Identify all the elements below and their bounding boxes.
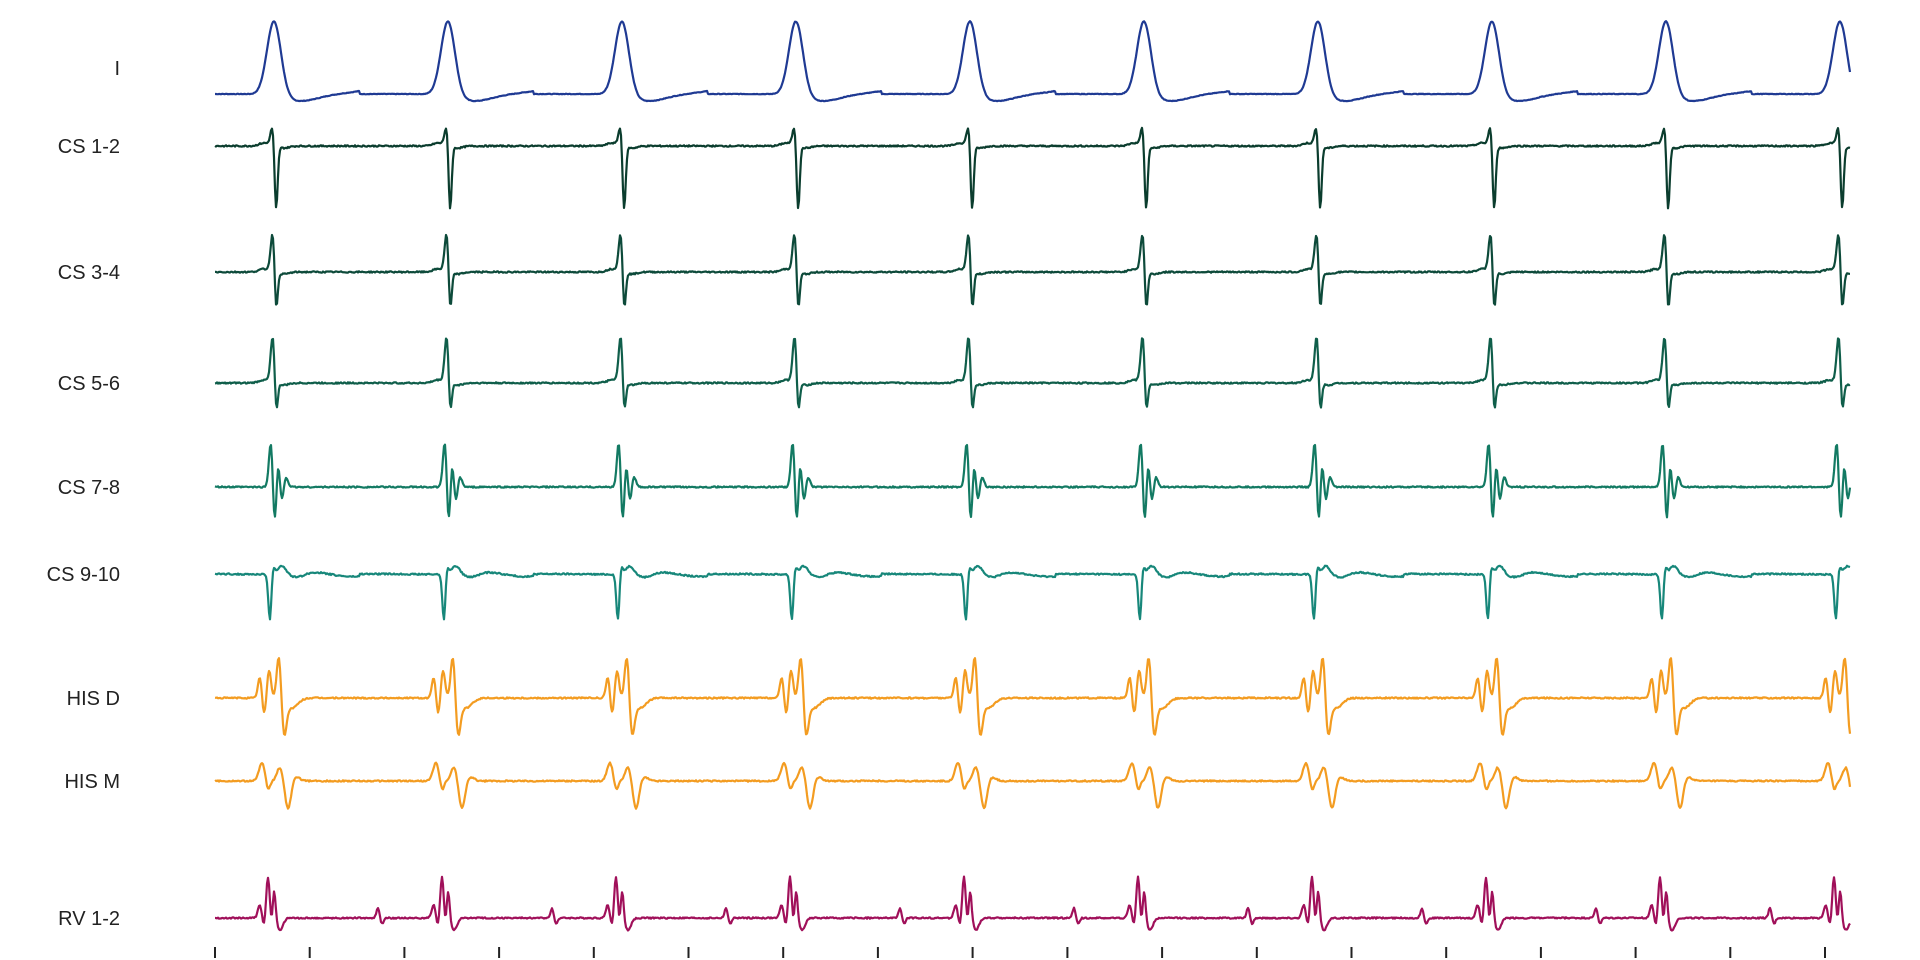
time-axis [214, 947, 1826, 958]
channel-label: I [114, 58, 120, 80]
channel-label: RV 1-2 [58, 908, 120, 930]
trace-his-d [214, 657, 1852, 736]
trace-cs-7-8 [214, 443, 1852, 519]
channel-label: CS 7-8 [58, 477, 120, 499]
channel-label: CS 1-2 [58, 136, 120, 158]
channel-label: HIS M [64, 771, 120, 793]
channel-labels: I CS 1-2 CS 3-4 CS 5-6 CS 7-8 CS 9-10 HIS D HIS… [47, 58, 120, 930]
trace-i [214, 20, 1852, 103]
channel-label: HIS D [67, 688, 120, 710]
trace-cs-3-4 [214, 233, 1851, 306]
trace-rv-1-2 [214, 875, 1851, 932]
channel-label: CS 9-10 [47, 564, 120, 586]
channel-label: CS 3-4 [58, 262, 120, 284]
channel-label: CS 5-6 [58, 373, 120, 395]
trace-cs-5-6 [214, 337, 1851, 409]
channel-traces [214, 20, 1852, 932]
trace-cs-9-10 [214, 564, 1851, 621]
trace-cs-1-2 [214, 126, 1851, 210]
trace-his-m [214, 761, 1852, 810]
